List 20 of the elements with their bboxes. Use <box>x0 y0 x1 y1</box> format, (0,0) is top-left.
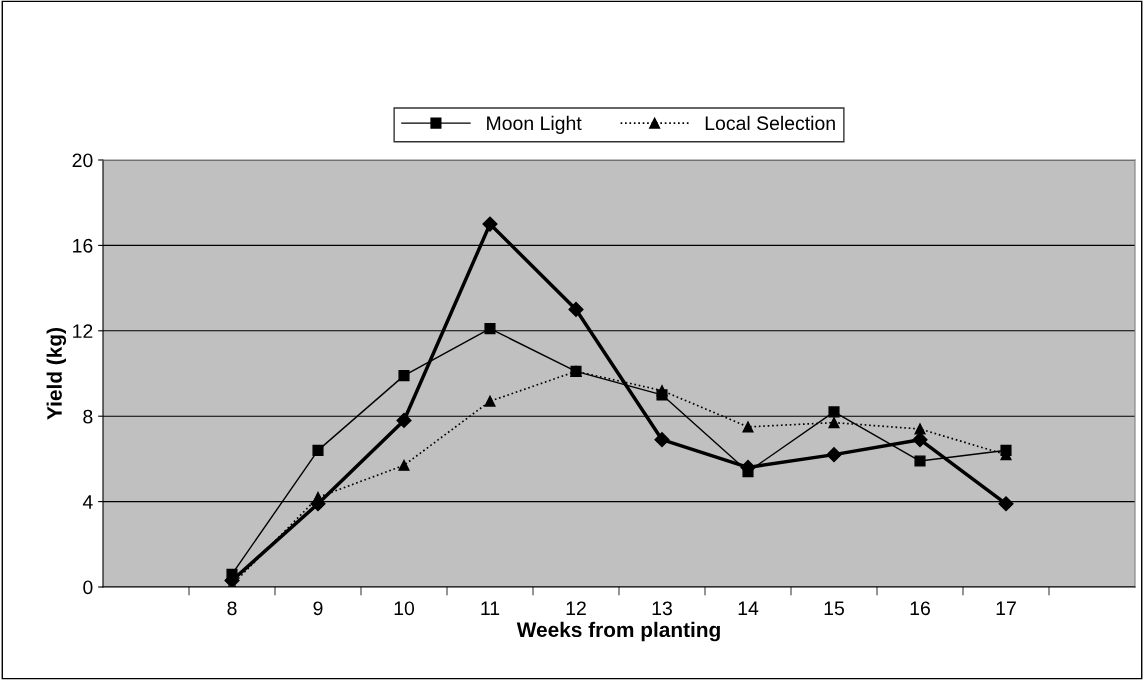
x-tick-label: 10 <box>394 601 415 616</box>
legend-label: Local Selection <box>705 115 835 131</box>
legend-label: Moon Light <box>487 115 582 134</box>
x-tick-label: 9 <box>313 601 323 616</box>
x-tick-label: 14 <box>738 601 759 615</box>
x-tick-label: 16 <box>910 601 930 616</box>
x-tick-label: 13 <box>652 601 672 616</box>
y-tick-label: 16 <box>73 238 93 253</box>
y-tick-label: 8 <box>83 409 93 424</box>
x-tick-label: 15 <box>824 601 844 616</box>
x-axis-title: Weeks from planting <box>516 621 720 642</box>
x-tick-label: 8 <box>227 601 237 616</box>
y-tick-label: 20 <box>72 153 93 168</box>
x-tick-label: 17 <box>996 601 1016 615</box>
y-tick-label: 12 <box>73 324 93 338</box>
x-tick-label: 11 <box>481 601 500 615</box>
y-tick-label: 4 <box>82 495 93 509</box>
x-tick-label: 12 <box>566 601 586 615</box>
y-axis-title: Yield (kg) <box>46 328 67 420</box>
y-tick-label: 0 <box>83 580 93 595</box>
